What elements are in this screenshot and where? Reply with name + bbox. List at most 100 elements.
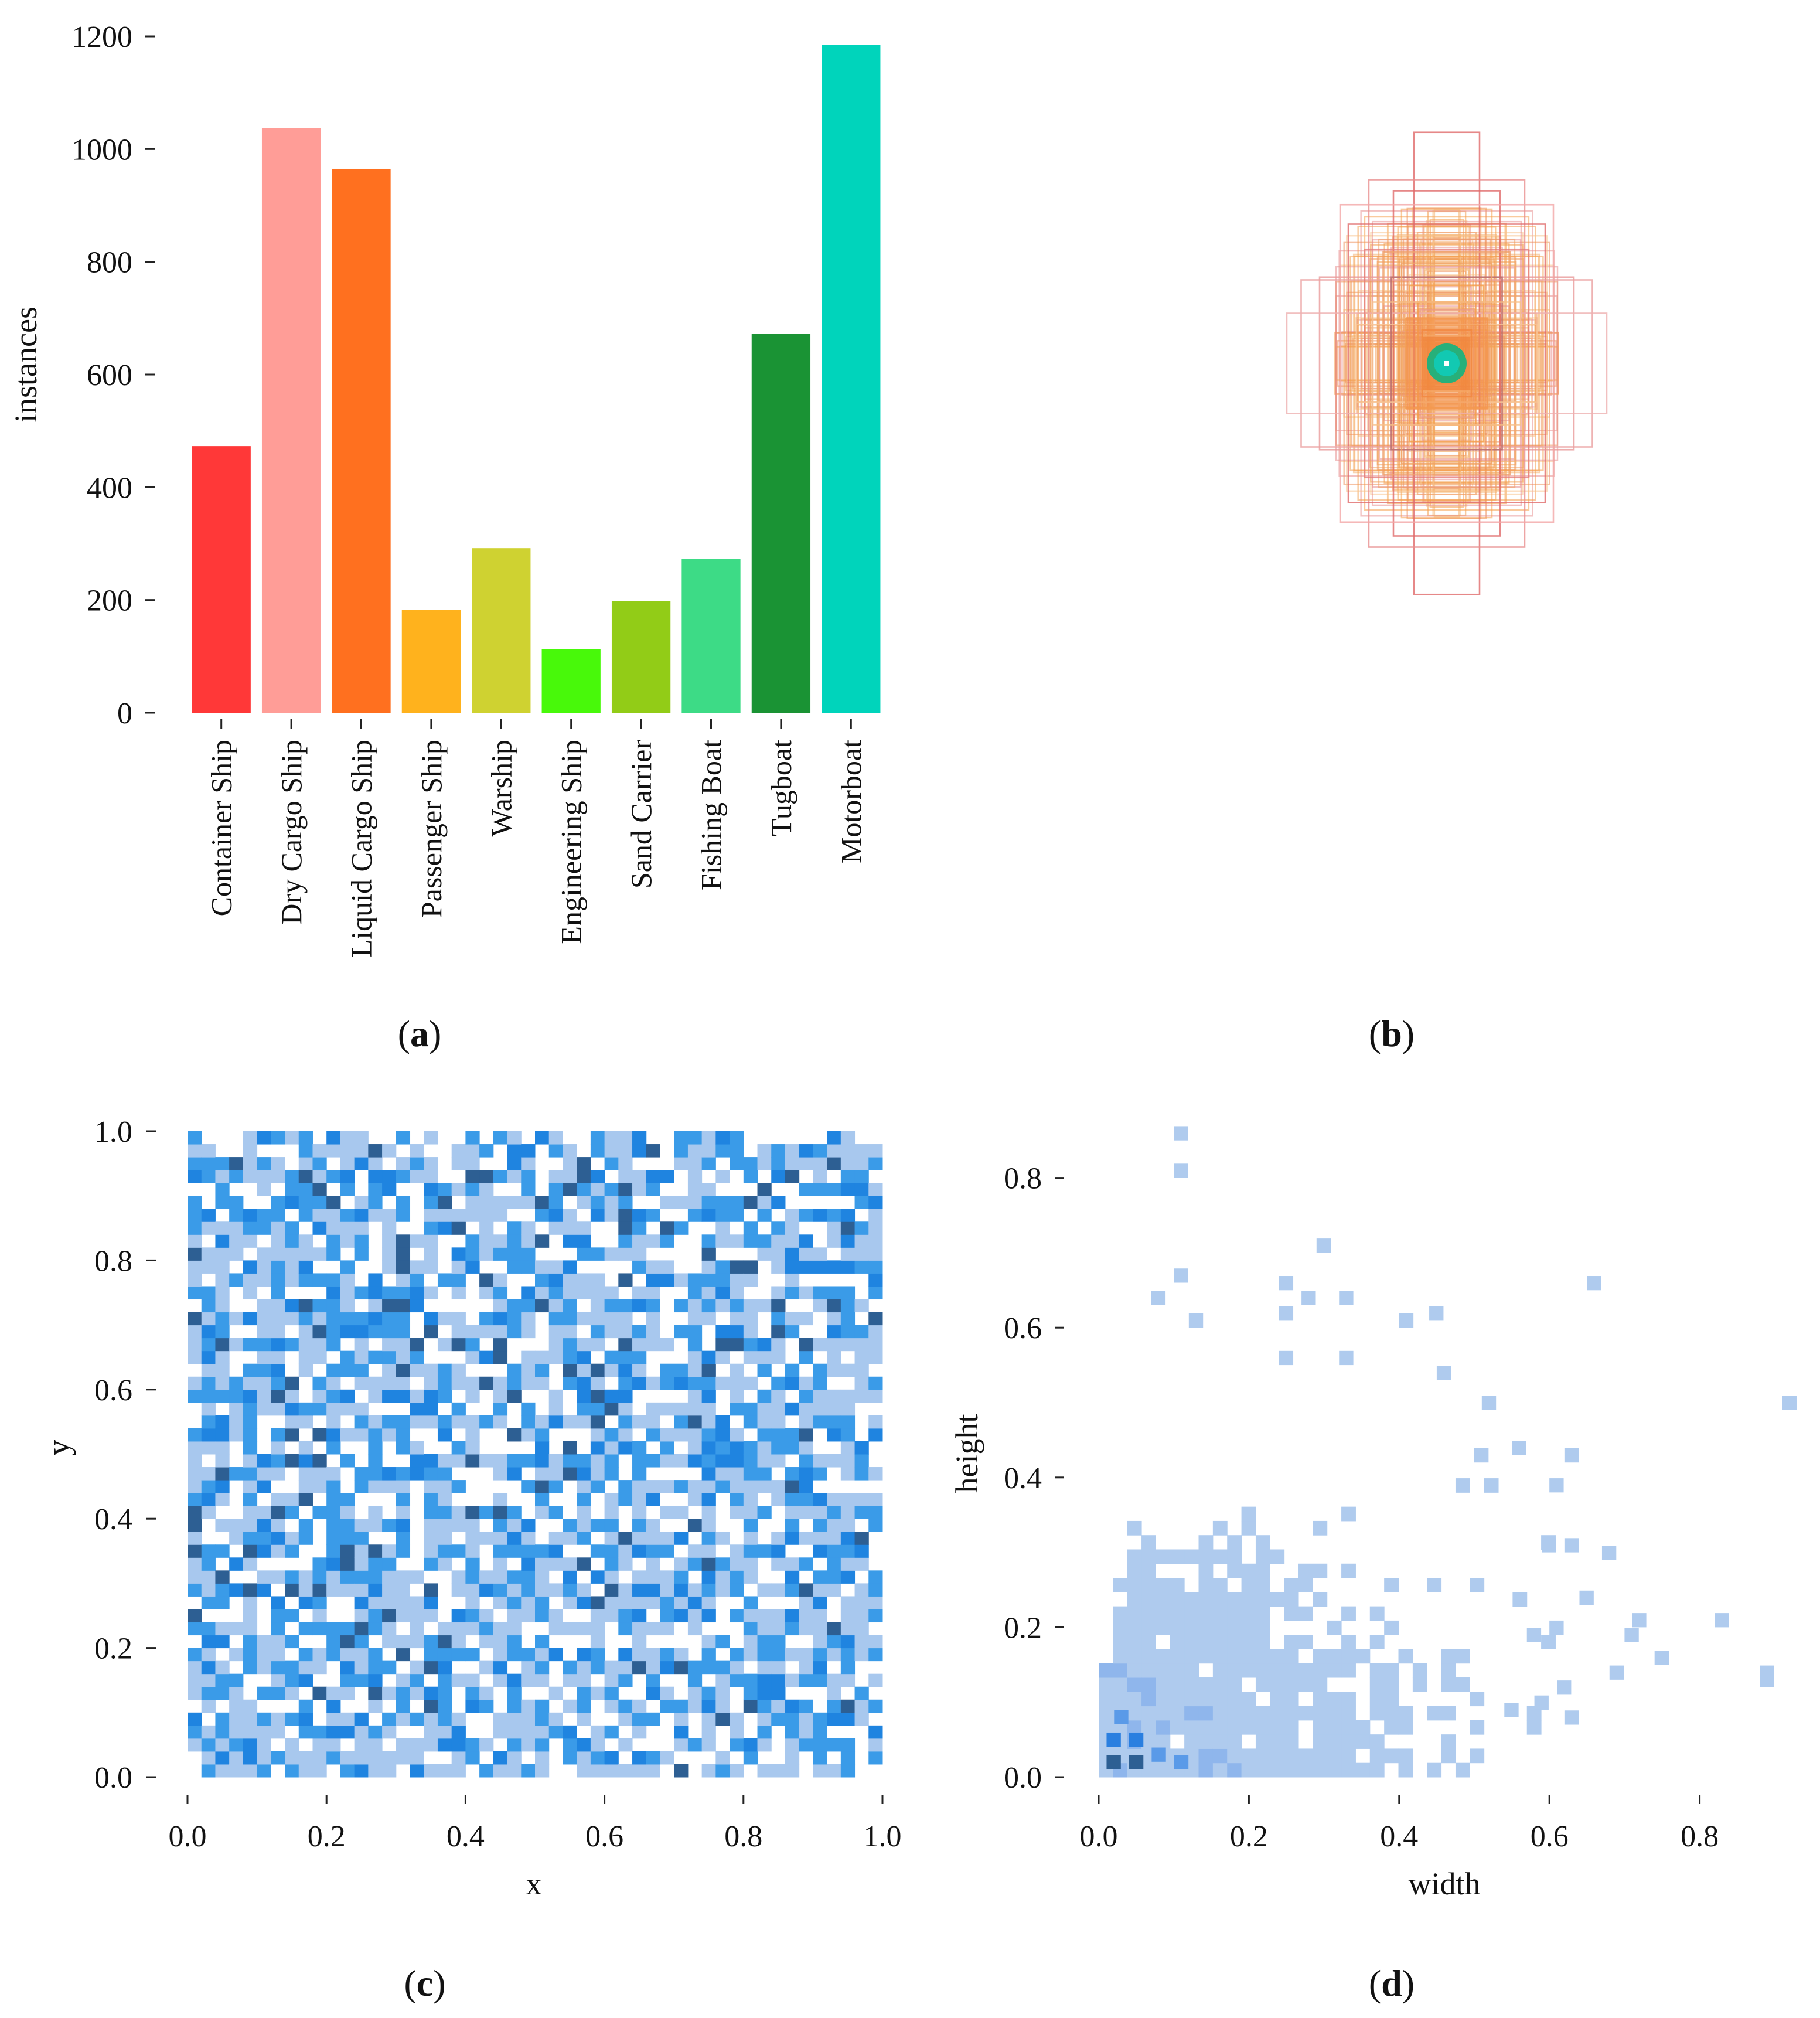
heat-cell <box>1198 1677 1214 1692</box>
heat-cell <box>382 1312 397 1326</box>
heat-cell <box>827 1557 841 1571</box>
heat-cell <box>757 1144 772 1158</box>
heat-cell <box>1198 1649 1214 1664</box>
heat-cell <box>479 1506 494 1519</box>
heat-cell <box>465 1557 480 1571</box>
heat-cell <box>521 1247 536 1261</box>
heat-cell <box>715 1338 730 1352</box>
heat-cell <box>577 1660 591 1675</box>
heat-cell <box>188 1325 202 1339</box>
heat-cell <box>548 1532 563 1545</box>
heat-cell <box>396 1376 411 1390</box>
heat-cell-outlier <box>1564 1538 1579 1553</box>
heat-cell <box>604 1363 619 1377</box>
heat-cell <box>715 1299 730 1313</box>
heat-cell <box>840 1363 856 1377</box>
heat-cell <box>813 1660 827 1675</box>
heat-cell <box>563 1415 577 1429</box>
heat-cell-outlier <box>1151 1291 1166 1305</box>
heat-cell <box>1127 1592 1142 1607</box>
heat-cell <box>632 1493 647 1506</box>
heat-cell <box>410 1764 424 1778</box>
heat-cell <box>604 1660 619 1675</box>
heat-cell <box>757 1544 772 1558</box>
heat-cell <box>577 1532 591 1545</box>
heat-cell <box>701 1454 716 1468</box>
heat-cell <box>465 1686 480 1700</box>
heat-cell <box>730 1480 744 1493</box>
heat-cell <box>493 1493 508 1506</box>
heat-cell <box>188 1660 202 1675</box>
heat-cell <box>368 1273 383 1287</box>
heat-cell <box>743 1570 758 1584</box>
heat-cell <box>715 1286 730 1300</box>
heat-cell <box>799 1376 813 1390</box>
heat-cell <box>326 1415 341 1429</box>
heat-cell <box>840 1247 856 1261</box>
heat-cell <box>410 1686 424 1700</box>
heat-cell <box>1441 1734 1456 1749</box>
heat-cell <box>424 1519 438 1532</box>
heat-cell <box>451 1583 466 1597</box>
heat-cell <box>382 1660 397 1675</box>
heat-cell <box>827 1363 841 1377</box>
heat-cell <box>785 1557 800 1571</box>
heat-cell <box>257 1338 271 1352</box>
heat-cell <box>687 1428 703 1442</box>
heat-cell <box>730 1660 744 1675</box>
heat-cell <box>757 1338 772 1352</box>
heat-cell <box>687 1376 703 1390</box>
heat-cell <box>340 1157 355 1170</box>
heat-cell <box>827 1402 841 1416</box>
heat-cell <box>563 1183 577 1196</box>
heat-cell <box>563 1157 577 1170</box>
heat-cell <box>340 1363 355 1377</box>
heat-cell <box>215 1480 230 1493</box>
heat-cell <box>521 1544 536 1558</box>
heat-cell <box>743 1673 758 1687</box>
heat-cell <box>674 1725 689 1739</box>
heat-cell <box>743 1738 758 1752</box>
heat-cell <box>632 1660 647 1675</box>
heat-cell <box>632 1480 647 1493</box>
heat-cell <box>1369 1635 1385 1649</box>
heat-cell <box>451 1622 466 1636</box>
heat-cell <box>827 1635 841 1649</box>
heat-cell <box>535 1441 550 1455</box>
heat-cell <box>326 1376 341 1390</box>
xtick-label: 0.0 <box>1080 1820 1118 1853</box>
heat-cell <box>368 1376 383 1390</box>
heat-cell <box>312 1660 327 1675</box>
heat-cell <box>632 1299 647 1313</box>
heat-cell <box>285 1544 299 1558</box>
heat-cell <box>687 1183 703 1196</box>
heat-cell-outlier <box>1601 1546 1617 1560</box>
heat-cell <box>507 1699 522 1713</box>
heat-cell <box>730 1557 744 1571</box>
heat-cell <box>188 1493 202 1506</box>
heat-cell <box>604 1157 619 1170</box>
heat-cell <box>1412 1677 1427 1692</box>
heat-cell <box>188 1570 202 1584</box>
heat-cell <box>354 1415 369 1429</box>
heat-cell <box>840 1648 856 1662</box>
heat-cell <box>854 1350 869 1364</box>
heat-cell <box>368 1622 383 1636</box>
heat-cell <box>674 1596 689 1609</box>
heat-cell <box>201 1738 216 1752</box>
heat-cell <box>298 1144 313 1158</box>
heat-cell <box>799 1144 813 1158</box>
heat-cell <box>1255 1649 1270 1664</box>
heat-cell <box>396 1157 411 1170</box>
heat-cell <box>868 1570 883 1584</box>
heat-cell <box>326 1209 341 1222</box>
heat-cell <box>507 1144 522 1158</box>
heat-cell <box>701 1247 716 1261</box>
heat-cell <box>1341 1506 1356 1522</box>
heat-cell <box>535 1350 550 1364</box>
heat-cell <box>1170 1635 1185 1649</box>
heat-cell <box>563 1570 577 1584</box>
heat-cell <box>730 1673 744 1687</box>
heat-cell <box>340 1131 355 1145</box>
heat-cell <box>188 1454 202 1468</box>
